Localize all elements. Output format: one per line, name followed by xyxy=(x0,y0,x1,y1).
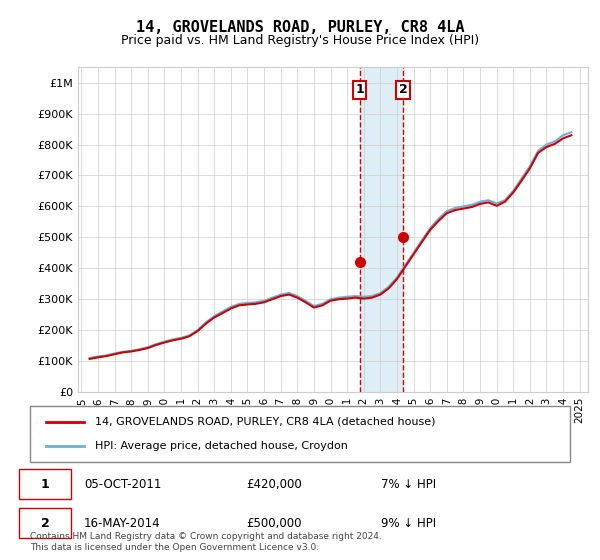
Text: 7% ↓ HPI: 7% ↓ HPI xyxy=(381,478,436,491)
FancyBboxPatch shape xyxy=(19,508,71,539)
Text: 1: 1 xyxy=(355,83,364,96)
Text: 1: 1 xyxy=(41,478,49,491)
FancyBboxPatch shape xyxy=(30,406,570,462)
Text: 16-MAY-2014: 16-MAY-2014 xyxy=(84,517,161,530)
Text: 2: 2 xyxy=(399,83,407,96)
Text: £420,000: £420,000 xyxy=(246,478,302,491)
Text: £500,000: £500,000 xyxy=(246,517,302,530)
Text: 14, GROVELANDS ROAD, PURLEY, CR8 4LA: 14, GROVELANDS ROAD, PURLEY, CR8 4LA xyxy=(136,20,464,35)
Text: HPI: Average price, detached house, Croydon: HPI: Average price, detached house, Croy… xyxy=(95,441,347,451)
FancyBboxPatch shape xyxy=(19,469,71,500)
Text: 9% ↓ HPI: 9% ↓ HPI xyxy=(381,517,436,530)
Text: 14, GROVELANDS ROAD, PURLEY, CR8 4LA (detached house): 14, GROVELANDS ROAD, PURLEY, CR8 4LA (de… xyxy=(95,417,436,427)
Text: Contains HM Land Registry data © Crown copyright and database right 2024.
This d: Contains HM Land Registry data © Crown c… xyxy=(30,532,382,552)
Text: 05-OCT-2011: 05-OCT-2011 xyxy=(84,478,161,491)
Bar xyxy=(359,67,403,392)
Text: Price paid vs. HM Land Registry's House Price Index (HPI): Price paid vs. HM Land Registry's House … xyxy=(121,34,479,46)
Text: 2: 2 xyxy=(41,517,49,530)
